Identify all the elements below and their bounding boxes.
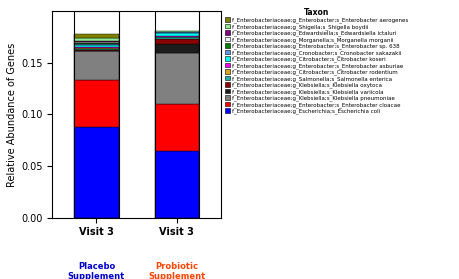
Bar xyxy=(74,43,118,44)
Text: Placebo
Supplement: Placebo Supplement xyxy=(67,262,125,279)
Bar xyxy=(154,104,198,151)
Bar xyxy=(74,48,118,49)
Bar xyxy=(74,42,118,43)
Bar xyxy=(74,38,118,41)
Bar xyxy=(154,11,198,218)
Text: Probiotic
Supplement: Probiotic Supplement xyxy=(148,262,205,279)
Bar xyxy=(154,33,198,36)
Bar xyxy=(154,151,198,218)
Bar xyxy=(74,47,118,48)
Bar xyxy=(74,52,118,80)
Bar xyxy=(154,36,198,37)
Bar xyxy=(74,80,118,127)
Bar xyxy=(74,44,118,45)
Bar xyxy=(154,44,198,52)
Bar xyxy=(74,127,118,218)
Bar xyxy=(154,31,198,32)
Bar xyxy=(74,41,118,42)
Bar xyxy=(154,52,198,104)
Y-axis label: Relative Abundance of Genes: Relative Abundance of Genes xyxy=(7,42,17,187)
Bar xyxy=(154,37,198,39)
Bar xyxy=(74,11,118,218)
Legend: f_Enterobacteriaceae;g_Enterobacter;s_Enterobacter aerogenes, f_Enterobacteriace: f_Enterobacteriaceae;g_Enterobacter;s_En… xyxy=(224,7,408,115)
Bar xyxy=(154,39,198,44)
Bar xyxy=(154,32,198,33)
Bar xyxy=(74,34,118,38)
Bar xyxy=(74,49,118,50)
Bar xyxy=(74,45,118,47)
Bar xyxy=(74,51,118,52)
Bar xyxy=(74,50,118,51)
